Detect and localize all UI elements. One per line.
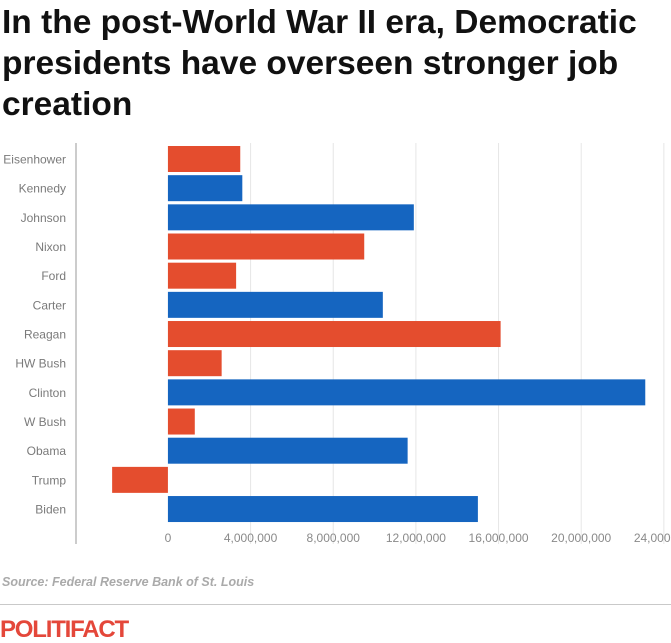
category-label: Biden <box>35 503 66 517</box>
footer-divider <box>0 604 671 605</box>
bar-biden <box>167 496 478 523</box>
bars <box>112 146 646 523</box>
x-tick-label: 8,000,000 <box>307 531 361 545</box>
category-label: Reagan <box>24 328 66 342</box>
category-labels: Eisenhower Kennedy Johnson Nixon Ford Carter R… <box>3 153 66 517</box>
bar-trump <box>112 466 168 493</box>
bar-w-bush <box>167 408 195 435</box>
x-tick-label: 16,000,000 <box>469 531 529 545</box>
category-label: Eisenhower <box>3 153 66 167</box>
bar-hw-bush <box>167 350 222 377</box>
bar-carter <box>167 291 383 318</box>
category-label: Trump <box>32 473 67 487</box>
source-note: Source: Federal Reserve Bank of St. Loui… <box>2 575 255 589</box>
bar-reagan <box>167 321 501 348</box>
bar-ford <box>167 262 237 289</box>
bar-kennedy <box>167 175 243 202</box>
category-label: Clinton <box>29 386 66 400</box>
chart-title: In the post-World War II era, Democratic… <box>2 4 637 123</box>
politifact-logo: POLITIFACT <box>0 616 129 643</box>
x-tick-label: 4,000,000 <box>224 531 278 545</box>
bar-johnson <box>167 204 414 231</box>
category-label: Carter <box>33 298 66 312</box>
x-tick-label: 12,000,000 <box>386 531 446 545</box>
category-label: Ford <box>41 269 66 283</box>
bar-eisenhower <box>167 146 241 172</box>
category-label: Obama <box>27 444 67 458</box>
bar-chart: Eisenhower Kennedy Johnson Nixon Ford Carter R… <box>3 143 671 545</box>
x-tick-label: 0 <box>165 531 172 545</box>
category-label: Johnson <box>21 211 66 225</box>
x-axis-tick-labels: 0 4,000,000 8,000,000 12,000,000 16,000,000 2… <box>165 531 671 545</box>
bar-clinton <box>167 379 646 406</box>
bar-obama <box>167 437 408 464</box>
bar-nixon <box>167 233 365 260</box>
category-label: HW Bush <box>15 357 66 371</box>
x-tick-label: 20,000,000 <box>551 531 611 545</box>
category-label: Nixon <box>35 240 66 254</box>
category-label: Kennedy <box>19 182 66 196</box>
category-label: W Bush <box>24 415 66 429</box>
x-tick-label: 24,000,000 <box>634 531 671 545</box>
